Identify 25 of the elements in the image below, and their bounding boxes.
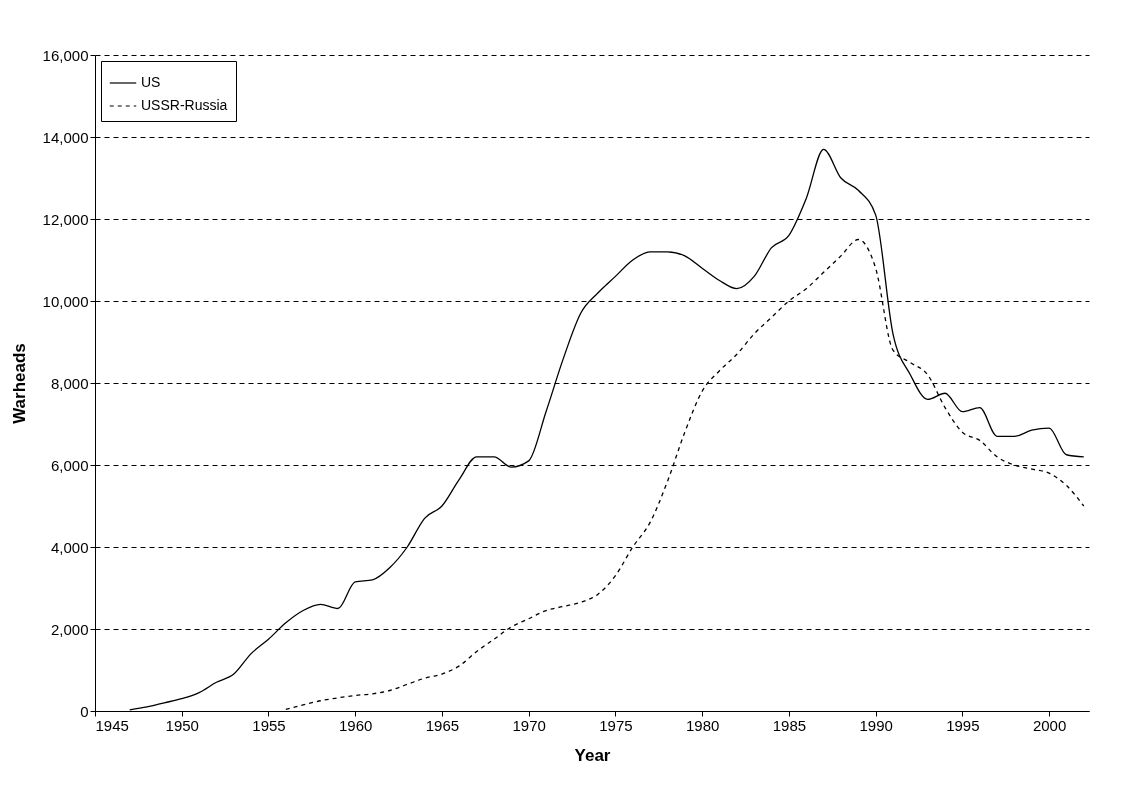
x-tick-label: 1950: [165, 716, 199, 734]
x-tick-label: 1970: [512, 716, 546, 734]
x-tick-label: 2000: [1032, 716, 1067, 734]
y-tick-label: 6,000: [50, 456, 89, 474]
x-tick-label: 1965: [425, 716, 460, 734]
legend-label: USSR-Russia: [141, 97, 228, 113]
y-tick-label: 2,000: [50, 620, 89, 638]
y-tick-label: 10,000: [42, 292, 89, 310]
x-tick-label: 1995: [946, 716, 980, 734]
y-tick-label: 8,000: [50, 374, 89, 392]
y-axis-title: Warheads: [9, 343, 29, 424]
x-axis-title: Year: [574, 745, 611, 765]
x-tick-label: 1975: [599, 716, 633, 734]
y-tick-label: 12,000: [42, 210, 89, 228]
y-tick-label: 16,000: [42, 46, 89, 64]
x-tick-label: 1980: [685, 716, 720, 734]
x-tick-label: 1955: [252, 716, 286, 734]
x-tick-label: 1990: [859, 716, 893, 734]
y-tick-label: 14,000: [42, 128, 89, 146]
x-tick-label: 1985: [772, 716, 807, 734]
legend-label: US: [141, 74, 161, 90]
x-tick-label: 1960: [339, 716, 373, 734]
y-tick-label: 0: [80, 702, 89, 720]
x-tick-label: 1945: [95, 716, 129, 734]
y-tick-label: 4,000: [50, 538, 89, 556]
